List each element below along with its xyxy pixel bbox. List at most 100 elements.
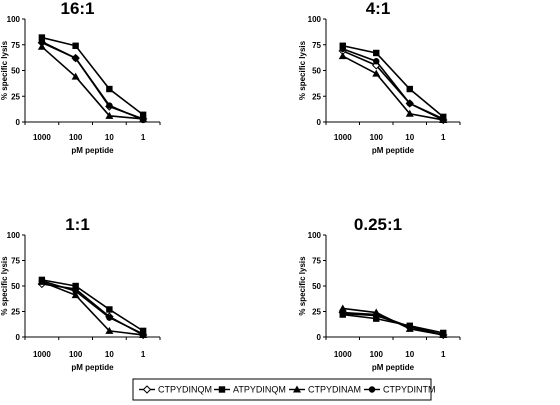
data-point — [373, 312, 380, 319]
data-point — [37, 42, 46, 50]
data-point — [338, 52, 347, 60]
chart-panel: 16:1 0 25 50 75 100 1000 100 10 1 pM peptide % spec… — [0, 0, 161, 155]
data-point — [406, 100, 413, 107]
x-tick-label: 1 — [141, 350, 146, 359]
y-tick-label: 25 — [312, 308, 321, 317]
x-axis-label: pM peptide — [372, 146, 415, 155]
y-tick-label: 100 — [308, 231, 322, 240]
x-tick-label: 100 — [69, 133, 83, 142]
x-axis-label: pM peptide — [372, 363, 415, 372]
y-tick-label: 75 — [312, 41, 321, 50]
x-axis-label: pM peptide — [71, 146, 114, 155]
chart-panel: 1:1 0 25 50 75 100 1000 100 10 1 pM peptide % speci… — [0, 215, 161, 372]
y-tick-label: 100 — [308, 15, 322, 24]
legend-item: CTPYDINTM — [364, 385, 436, 395]
x-tick-label: 10 — [105, 133, 114, 142]
x-axis-label: pM peptide — [71, 363, 114, 372]
data-point — [139, 111, 147, 118]
y-axis-label: % specific lysis — [298, 40, 307, 100]
y-tick-label: 25 — [312, 92, 321, 101]
data-point — [105, 326, 114, 334]
series-line — [41, 46, 144, 120]
data-point — [38, 277, 46, 285]
x-tick-label: 1 — [141, 133, 146, 142]
x-tick-label: 1 — [441, 350, 446, 359]
legend-item: CTPYDINAM — [289, 385, 361, 395]
data-point — [139, 116, 147, 124]
data-point — [72, 287, 79, 295]
data-point — [338, 304, 347, 312]
data-point — [139, 330, 147, 338]
x-tick-label: 100 — [69, 350, 83, 359]
legend: CTPYDINQM ATPYDINQM CTPYDINAM CTPYDINTM — [132, 378, 436, 401]
data-point — [72, 42, 79, 49]
y-tick-label: 75 — [11, 257, 20, 266]
x-tick-label: 10 — [105, 350, 114, 359]
series-line — [342, 48, 444, 120]
legend-label: CTPYDINAM — [308, 385, 361, 395]
data-point — [406, 323, 413, 330]
chart-panel: 0.25:1 0 25 50 75 100 1000 100 10 1 pM peptide % sp… — [298, 215, 461, 372]
y-tick-label: 0 — [16, 333, 21, 342]
data-point — [72, 54, 79, 62]
data-point — [72, 282, 79, 290]
panel-title: 4:1 — [366, 0, 391, 18]
legend-label: CTPYDINTM — [383, 385, 436, 395]
data-point — [339, 45, 346, 53]
legend-box — [132, 378, 432, 401]
y-tick-label: 75 — [312, 257, 321, 266]
y-axis-label: % specific lysis — [0, 40, 9, 100]
series-line — [41, 281, 144, 336]
legend-marker — [368, 386, 376, 393]
data-point — [372, 69, 381, 77]
data-point — [106, 314, 113, 321]
x-tick-label: 1000 — [33, 133, 51, 142]
series-line — [342, 312, 444, 336]
legend-label: ATPYDINQM — [233, 385, 286, 395]
legend-marker — [293, 385, 301, 393]
legend-marker — [142, 385, 152, 394]
series-line — [342, 55, 444, 121]
data-point — [38, 38, 46, 45]
y-tick-label: 0 — [317, 333, 322, 342]
legend-label: CTPYDINQM — [158, 385, 212, 395]
chart-panel: 4:1 0 25 50 75 100 1000 100 10 1 pM peptide % speci… — [298, 0, 461, 155]
series-line — [342, 313, 444, 334]
y-tick-label: 50 — [312, 282, 321, 291]
data-point — [339, 310, 346, 317]
x-tick-label: 100 — [370, 350, 384, 359]
data-point — [71, 72, 80, 80]
y-tick-label: 25 — [11, 308, 20, 317]
data-point — [38, 34, 46, 41]
data-point — [71, 291, 80, 299]
y-tick-label: 75 — [11, 41, 20, 50]
series-line — [41, 279, 144, 332]
series-line — [41, 40, 144, 121]
series-line — [342, 50, 444, 121]
legend-item: ATPYDINQM — [214, 385, 286, 395]
x-tick-label: 10 — [405, 133, 414, 142]
x-tick-label: 1000 — [334, 350, 352, 359]
data-point — [373, 58, 380, 65]
data-point — [440, 331, 447, 339]
y-tick-label: 50 — [11, 282, 20, 291]
y-tick-label: 0 — [16, 118, 21, 127]
x-tick-label: 1000 — [33, 350, 51, 359]
y-axis-label: % specific lysis — [0, 256, 9, 316]
legend-marker — [218, 386, 226, 393]
panel-title: 16:1 — [60, 0, 94, 18]
y-tick-label: 100 — [7, 231, 21, 240]
x-tick-label: 1 — [441, 133, 446, 142]
series-line — [41, 36, 144, 116]
legend-item: CTPYDINQM — [139, 385, 212, 395]
y-tick-label: 0 — [317, 118, 322, 127]
data-point — [106, 85, 113, 93]
series-line — [41, 280, 144, 335]
series-line — [342, 44, 444, 118]
y-tick-label: 25 — [11, 92, 20, 101]
data-point — [106, 306, 113, 313]
data-point — [106, 102, 113, 109]
data-point — [406, 85, 413, 93]
